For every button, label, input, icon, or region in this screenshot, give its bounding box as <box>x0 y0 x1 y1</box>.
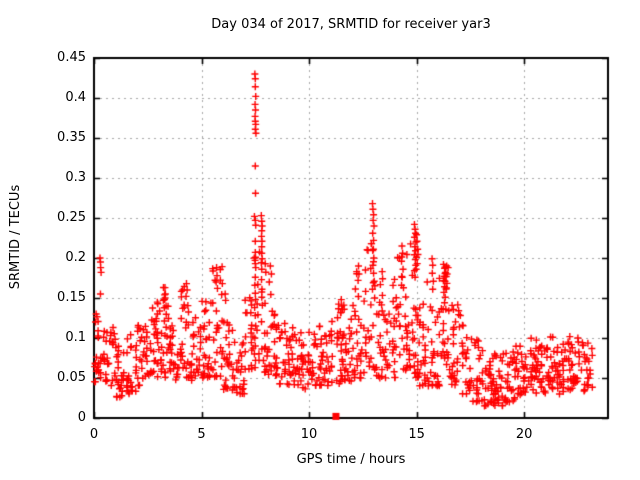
y-tick-label: 0.4 <box>65 90 86 105</box>
x-tick-label: 5 <box>197 427 206 442</box>
y-tick-label: 0.45 <box>57 50 86 65</box>
y-tick-label: 0.2 <box>65 250 86 265</box>
y-tick-label: 0.3 <box>65 170 86 185</box>
x-tick-label: 10 <box>300 427 318 442</box>
y-tick-label: 0.15 <box>57 290 86 305</box>
y-tick-label: 0.1 <box>65 330 86 345</box>
x-tick-label: 20 <box>515 427 533 442</box>
x-tick-label: 15 <box>408 427 425 442</box>
y-axis-label: SRMTID / TECUs <box>8 184 23 290</box>
y-tick-label: 0.25 <box>57 210 86 225</box>
y-tick-label: 0 <box>77 410 86 425</box>
y-tick-label: 0.05 <box>57 370 86 385</box>
x-axis-label: GPS time / hours <box>296 452 406 467</box>
x-tick-label: 0 <box>89 427 99 442</box>
chart-title: Day 034 of 2017, SRMTID for receiver yar… <box>211 17 491 32</box>
y-tick-label: 0.35 <box>57 130 86 145</box>
